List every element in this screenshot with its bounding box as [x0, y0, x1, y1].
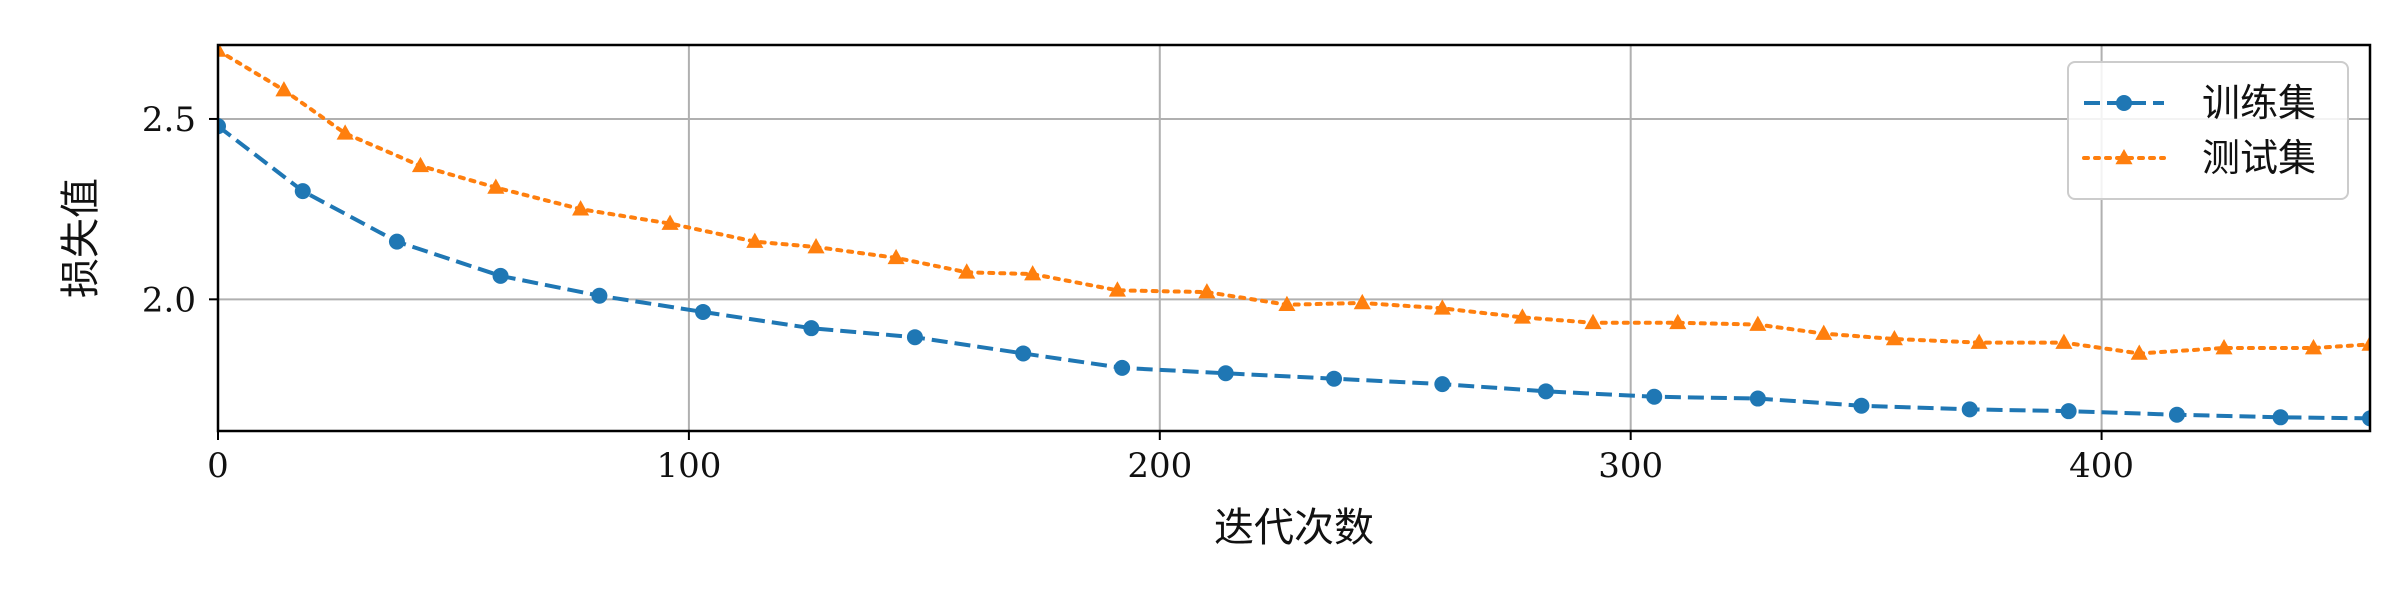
data-point-test [1584, 314, 1601, 329]
legend-label-train: 训练集 [2202, 81, 2316, 125]
data-point-train [2061, 403, 2077, 419]
series-layer [209, 41, 2378, 426]
y-tick-label: 2.0 [142, 280, 196, 320]
data-point-train [907, 329, 923, 345]
data-point-train [1538, 383, 1554, 399]
y-tick-label: 2.5 [142, 100, 196, 140]
x-tick-label: 300 [1598, 446, 1663, 486]
series-line-train [218, 126, 2370, 418]
x-tick-label: 200 [1127, 446, 1192, 486]
legend-marker-train [2116, 95, 2132, 111]
x-tick-label: 0 [207, 446, 229, 486]
data-point-train [1015, 345, 1031, 361]
data-point-train [1326, 371, 1342, 387]
data-point-train [1434, 376, 1450, 392]
x-tick-label: 400 [2069, 446, 2134, 486]
x-tick-label: 100 [656, 446, 721, 486]
data-point-test [1278, 296, 1295, 311]
data-point-train [1114, 360, 1130, 376]
data-point-train [591, 288, 607, 304]
plot-frame [218, 45, 2370, 431]
data-point-train [1853, 398, 1869, 414]
grid [218, 45, 2370, 431]
data-point-train [493, 268, 509, 284]
legend: 训练集 测试集 [2068, 62, 2348, 199]
data-point-test [412, 157, 429, 172]
x-axis-label: 迭代次数 [1214, 505, 1374, 551]
data-point-test [2055, 334, 2072, 349]
data-point-train [2169, 407, 2185, 423]
data-point-train [695, 304, 711, 320]
data-point-train [1218, 365, 1234, 381]
data-point-test [275, 81, 292, 96]
data-point-train [2273, 409, 2289, 425]
data-point-train [1646, 389, 1662, 405]
y-axis-label: 损失值 [58, 178, 104, 298]
data-point-train [1962, 401, 1978, 417]
tick-layer: 0 100 200 300 400 2.0 2.5 [142, 100, 2134, 486]
data-point-test [1815, 325, 1832, 340]
data-point-test [337, 124, 354, 139]
data-point-test [1354, 294, 1371, 309]
data-point-train [803, 320, 819, 336]
data-point-test [1749, 316, 1766, 331]
data-point-train [295, 183, 311, 199]
series-line-test [218, 50, 2370, 353]
data-point-train [1750, 391, 1766, 407]
data-point-test [572, 200, 589, 215]
legend-label-test: 测试集 [2202, 136, 2316, 180]
data-point-train [389, 234, 405, 250]
